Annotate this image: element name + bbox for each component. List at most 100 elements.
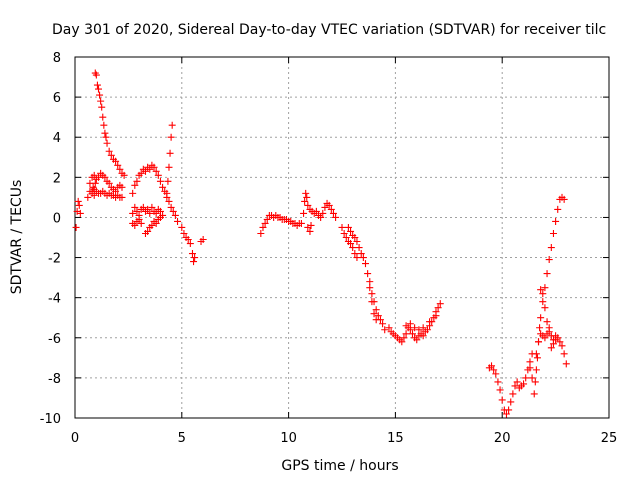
data-point [321,203,329,211]
data-point [263,215,271,223]
data-point [171,211,179,219]
data-point [152,209,160,217]
data-point [530,390,538,398]
data-point [488,362,496,370]
data-point [133,177,141,185]
data-point [498,396,506,404]
y-tick-label: 0 [53,211,61,226]
data-point [163,189,171,197]
data-point [167,203,175,211]
data-point [107,151,115,159]
data-point [562,360,570,368]
data-point [137,219,145,227]
data-point [372,306,380,314]
data-point [180,229,188,237]
data-point [98,103,106,111]
data-point [139,203,147,211]
data-point [502,410,510,418]
data-point [101,129,109,137]
y-tick-label: 4 [53,131,61,146]
data-point [169,207,177,215]
data-point [351,250,359,258]
data-point [541,304,549,312]
data-point [556,338,564,346]
data-point [184,236,192,244]
data-point [178,223,186,231]
data-point [349,244,357,252]
data-point [144,205,152,213]
data-point [490,366,498,374]
data-point [406,320,414,328]
data-point [94,173,102,181]
data-point [164,177,172,185]
data-point [342,234,350,241]
data-point [547,344,555,352]
data-point [307,221,315,229]
data-point [359,254,367,262]
data-point [535,338,543,346]
data-point [159,183,167,191]
data-point [259,223,267,231]
data-point [415,326,423,334]
data-point [545,324,553,332]
data-point [92,71,100,79]
data-point [94,85,102,93]
data-point [317,213,325,221]
data-point [368,290,376,298]
data-point [541,284,549,292]
data-point [152,167,160,175]
data-point [165,197,173,205]
y-tick-label: 2 [53,171,61,186]
data-point [96,91,104,99]
x-axis-label: GPS time / hours [281,458,398,474]
data-point [370,310,378,318]
y-tick-label: 6 [53,91,61,106]
data-point [545,256,553,264]
data-point [105,147,113,155]
data-point [90,185,98,193]
data-point [131,181,139,189]
data-point [406,326,414,334]
data-point [191,254,199,262]
data-point [120,171,128,179]
y-tick-label: 8 [53,51,61,66]
data-point [84,193,92,201]
data-point [72,223,80,231]
data-point [549,340,557,348]
data-point [539,298,547,306]
data-point [351,234,359,241]
data-point [261,219,269,227]
data-point [297,219,305,227]
data-point [137,169,145,177]
data-point [526,358,534,366]
data-point [329,209,337,217]
y-tick-label: -6 [48,332,61,347]
data-point [105,179,113,187]
data-point [549,229,557,237]
data-point [436,300,444,308]
data-point [312,207,320,215]
data-point [423,326,431,334]
data-point [303,193,311,201]
data-point [494,378,502,386]
data-point [75,201,83,209]
data-point [118,193,126,201]
x-tick-label: 20 [494,431,511,446]
data-point [102,133,110,141]
data-point [353,254,361,262]
data-point [537,286,545,294]
data-point [560,195,568,203]
data-point [364,270,372,278]
data-point [300,209,308,217]
data-point [166,149,174,157]
y-tick-label: -8 [48,372,61,387]
data-point [528,374,536,382]
data-point [146,209,154,217]
data-point [554,205,562,213]
data-point [301,197,309,205]
y-axis-label: SDTVAR / TECUs [9,180,25,295]
data-point [93,81,101,89]
x-tick-label: 25 [601,431,618,446]
data-point [133,207,141,215]
